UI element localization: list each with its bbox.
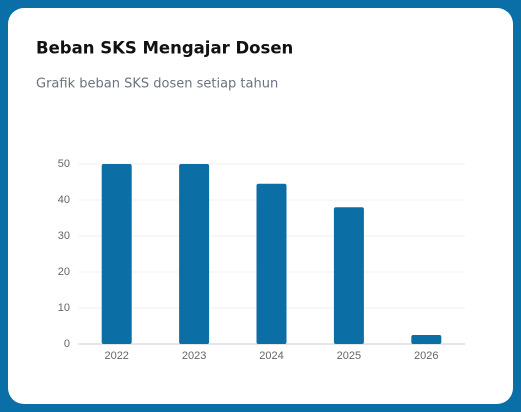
bar: [411, 335, 442, 344]
y-tick-label: 20: [58, 266, 70, 278]
x-tick-label: 2026: [414, 350, 438, 362]
bar: [333, 207, 364, 344]
y-tick-label: 0: [64, 338, 70, 350]
chart-subtitle: Grafik beban SKS dosen setiap tahun: [36, 77, 278, 92]
y-tick-label: 50: [58, 158, 70, 170]
x-tick-label: 2024: [259, 350, 283, 362]
bar: [179, 164, 210, 344]
x-tick-label: 2025: [337, 350, 361, 362]
bar: [101, 164, 132, 344]
chart-title: Beban SKS Mengajar Dosen: [36, 39, 293, 58]
y-tick-label: 30: [58, 230, 70, 242]
y-tick-label: 10: [58, 302, 70, 314]
x-tick-label: 2023: [182, 350, 206, 362]
bar: [256, 183, 287, 344]
x-tick-label: 2022: [104, 350, 128, 362]
y-tick-label: 40: [58, 194, 70, 206]
